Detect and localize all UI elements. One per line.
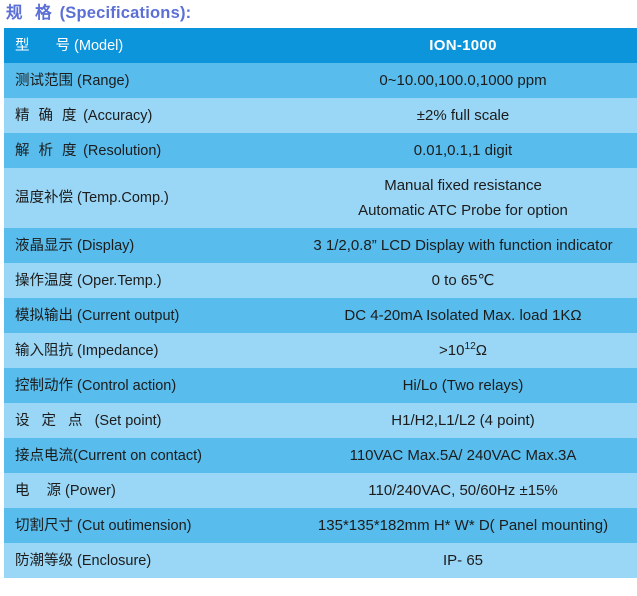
- row-label-en: (Cut outimension): [77, 517, 192, 534]
- row-label-en: (Current on contact): [73, 447, 202, 464]
- header-label-cjk-2: 号: [55, 37, 71, 54]
- table-row-set-point: 设 定 点 (Set point) H1/H2,L1/L2 (4 point): [4, 403, 637, 438]
- row-label-current-on-contact: 接点电流(Current on contact): [4, 438, 293, 473]
- table-row-cut-out-dimension: 切割尺寸 (Cut outimension) 135*135*182mm H* …: [4, 508, 637, 543]
- row-value-line-1: Manual fixed resistance: [384, 177, 542, 194]
- row-label-set-point: 设 定 点 (Set point): [4, 403, 293, 438]
- row-value-enclosure: IP- 65: [442, 552, 484, 569]
- row-label-resolution: 解 析 度 (Resolution): [4, 133, 293, 168]
- row-label-range: 测试范围 (Range): [4, 63, 293, 98]
- table-header-row: 型 号 (Model) ION-1000: [4, 28, 637, 63]
- header-label-en: (Model): [74, 37, 124, 54]
- row-value-temp-comp: Manual fixed resistance Automatic ATC Pr…: [293, 168, 637, 228]
- row-label-cjk: 液晶显示: [15, 237, 73, 254]
- impedance-exponent: 12: [464, 341, 476, 352]
- row-label-cut-out-dimension: 切割尺寸 (Cut outimension): [4, 508, 293, 543]
- row-value-range: 0~10.00,100.0,1000 ppm: [379, 72, 547, 89]
- page-title-cjk: 规 格: [6, 4, 56, 22]
- row-label-en: (Current output): [77, 307, 180, 324]
- row-label-cjk: 输入阻抗: [15, 342, 73, 359]
- row-label-power: 电源 (Power): [4, 473, 293, 508]
- row-label-en: (Resolution): [83, 142, 162, 159]
- row-label-en: (Set point): [94, 412, 162, 429]
- table-row-enclosure: 防潮等级 (Enclosure) IP- 65: [4, 543, 637, 578]
- table-row-resolution: 解 析 度 (Resolution) 0.01,0.1,1 digit: [4, 133, 637, 168]
- row-label-oper-temp: 操作温度 (Oper.Temp.): [4, 263, 293, 298]
- row-value-impedance: >1012Ω: [293, 333, 637, 368]
- row-label-display: 液晶显示 (Display): [4, 228, 293, 263]
- row-label-cjk: 接点电流: [15, 447, 73, 464]
- row-value-control-action: Hi/Lo (Two relays): [402, 377, 524, 394]
- row-value-power: 110/240VAC, 50/60Hz ±15%: [368, 482, 558, 499]
- header-label-cjk-1: 型: [15, 37, 30, 54]
- row-label-cjk: 精 确 度: [15, 107, 80, 124]
- table-row-power: 电源 (Power) 110/240VAC, 50/60Hz ±15%: [4, 473, 637, 508]
- row-label-en: (Display): [77, 237, 135, 254]
- row-value-cut-out-dimension: 135*135*182mm H* W* D( Panel mounting): [317, 517, 609, 534]
- row-value-accuracy: ±2% full scale: [416, 107, 510, 124]
- row-value-resolution: 0.01,0.1,1 digit: [413, 142, 513, 159]
- table-row-display: 液晶显示 (Display) 3 1/2,0.8” LCD Display wi…: [4, 228, 637, 263]
- row-value-display: 3 1/2,0.8” LCD Display with function ind…: [313, 237, 613, 254]
- header-value-model: ION-1000: [429, 37, 497, 54]
- row-label-current-output: 模拟输出 (Current output): [4, 298, 293, 333]
- row-value-current-on-contact: 110VAC Max.5A/ 240VAC Max.3A: [349, 447, 577, 464]
- row-label-cjk: 温度补偿: [15, 190, 73, 206]
- row-label-cjk: 解 析 度: [15, 142, 80, 159]
- row-label-en: (Accuracy): [83, 107, 153, 124]
- row-label-en: (Range): [77, 72, 130, 89]
- specifications-table: 型 号 (Model) ION-1000 测试范围 (Range) 0~10.00…: [4, 28, 637, 578]
- row-value-line-2: Automatic ATC Probe for option: [358, 202, 568, 219]
- row-value-oper-temp: 0 to 65℃: [431, 272, 495, 289]
- table-row-control-action: 控制动作 (Control action) Hi/Lo (Two relays): [4, 368, 637, 403]
- page-title: 规 格 (Specifications):: [0, 0, 637, 28]
- row-label-en: (Power): [65, 482, 116, 499]
- row-label-cjk: 设 定 点: [15, 412, 87, 429]
- row-label-en: (Control action): [77, 377, 177, 394]
- row-label-cjk: 操作温度: [15, 272, 73, 289]
- table-row-current-on-contact: 接点电流(Current on contact) 110VAC Max.5A/ …: [4, 438, 637, 473]
- table-row-temp-comp: 温度补偿 (Temp.Comp.) Manual fixed resistanc…: [4, 168, 637, 228]
- row-label-en: (Impedance): [77, 342, 159, 359]
- table-row-oper-temp: 操作温度 (Oper.Temp.) 0 to 65℃: [4, 263, 637, 298]
- page-title-en: (Specifications):: [59, 4, 192, 22]
- row-label-en: (Oper.Temp.): [77, 272, 162, 289]
- table-row-current-output: 模拟输出 (Current output) DC 4-20mA Isolated…: [4, 298, 637, 333]
- row-value-set-point: H1/H2,L1/L2 (4 point): [391, 412, 535, 429]
- row-label-cjk-2: 源: [46, 482, 62, 499]
- row-label-control-action: 控制动作 (Control action): [4, 368, 293, 403]
- row-label-cjk: 测试范围: [15, 72, 73, 89]
- row-label-cjk: 切割尺寸: [15, 517, 73, 534]
- impedance-prefix: >10: [438, 342, 465, 359]
- row-label-temp-comp: 温度补偿 (Temp.Comp.): [4, 168, 293, 228]
- row-label-cjk: 控制动作: [15, 377, 73, 394]
- table-row-range: 测试范围 (Range) 0~10.00,100.0,1000 ppm: [4, 63, 637, 98]
- row-label-cjk-1: 电: [15, 482, 30, 499]
- table-row-accuracy: 精 确 度 (Accuracy) ±2% full scale: [4, 98, 637, 133]
- impedance-suffix: Ω: [475, 342, 487, 359]
- header-label-model: 型 号 (Model): [4, 28, 293, 63]
- row-label-en: (Temp.Comp.): [77, 190, 169, 206]
- row-label-enclosure: 防潮等级 (Enclosure): [4, 543, 293, 578]
- row-label-impedance: 输入阻抗 (Impedance): [4, 333, 293, 368]
- row-value-current-output: DC 4-20mA Isolated Max. load 1KΩ: [344, 307, 582, 324]
- row-label-cjk: 模拟输出: [15, 307, 73, 324]
- row-label-accuracy: 精 确 度 (Accuracy): [4, 98, 293, 133]
- row-label-cjk: 防潮等级: [15, 552, 73, 569]
- table-row-impedance: 输入阻抗 (Impedance) >1012Ω: [4, 333, 637, 368]
- row-label-en: (Enclosure): [77, 552, 152, 569]
